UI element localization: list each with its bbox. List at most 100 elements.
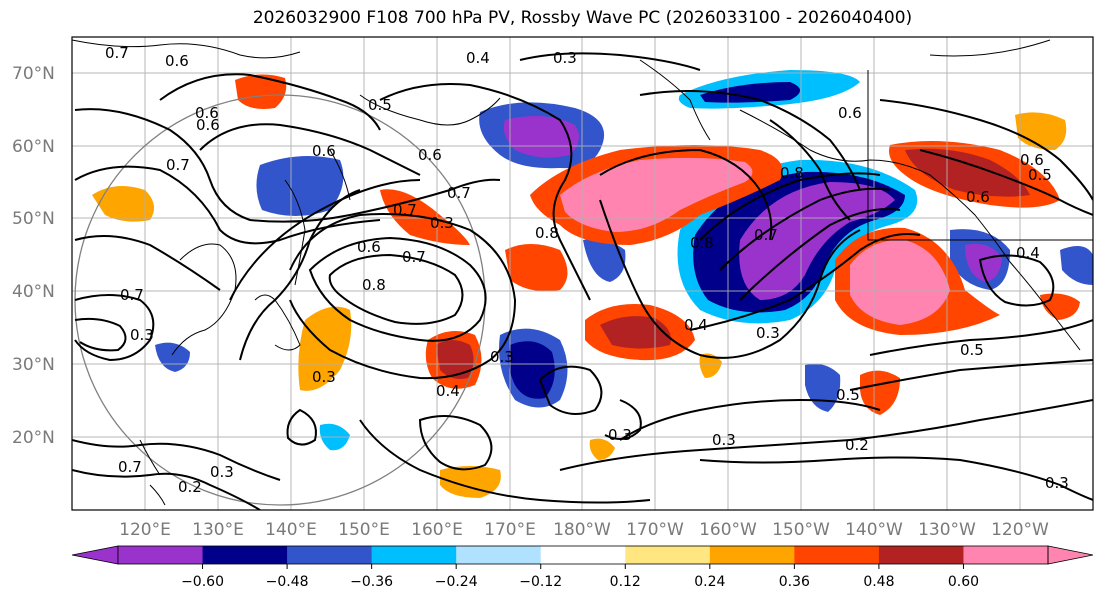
- contour-label: 0.5: [836, 386, 860, 404]
- lon-label: 120°W: [991, 520, 1049, 540]
- colorbar-tick-label: −0.12: [519, 574, 562, 590]
- contour-label: 0.7: [402, 248, 426, 266]
- contour-label: 0.4: [684, 316, 708, 334]
- contour-label: 0.3: [553, 49, 577, 67]
- contour-label: 0.7: [120, 286, 144, 304]
- contour-label: 0.5: [960, 341, 984, 359]
- contour-label: 0.6: [838, 104, 862, 122]
- negative-anomaly-patch: [583, 238, 626, 282]
- positive-anomaly-patch: [505, 244, 568, 292]
- contour-label: 0.6: [1020, 151, 1044, 169]
- contour-label: 0.8: [535, 224, 559, 242]
- lon-label: 170°W: [626, 520, 684, 540]
- colorbar-tick-label: −0.24: [435, 574, 478, 590]
- lon-label: 150°W: [772, 520, 830, 540]
- negative-anomaly-patch: [1060, 246, 1093, 285]
- page-title: 2026032900 F108 700 hPa PV, Rossby Wave …: [252, 8, 913, 28]
- contour-label: 0.3: [430, 214, 454, 232]
- colorbar-tick-label: 0.12: [610, 574, 641, 590]
- map-border: [71, 36, 1094, 511]
- positive-anomaly-core: [905, 148, 1030, 197]
- contour-label: 0.2: [845, 436, 869, 454]
- negative-anomaly-core: [965, 243, 1002, 282]
- positive-anomaly-patch: [589, 438, 615, 460]
- colorbar-tick-label: −0.48: [266, 574, 309, 590]
- negative-anomaly-patch: [155, 342, 190, 372]
- contour-labels: 0.7 0.6 0.4 0.3 0.5 0.6 0.7 0.6 0.6 0.7 …: [105, 44, 1069, 496]
- contour-label: 0.8: [780, 164, 804, 182]
- colorbar-extend-high: [1047, 545, 1094, 565]
- lat-label: 70°N: [12, 64, 55, 84]
- lat-label: 20°N: [12, 428, 55, 448]
- contour-label: 0.6: [966, 188, 990, 206]
- contour-label: 0.5: [368, 96, 392, 114]
- negative-anomaly-core: [508, 341, 555, 399]
- positive-anomaly-core: [560, 157, 753, 232]
- positive-anomaly-core: [600, 316, 671, 349]
- contour-label: 0.4: [466, 49, 490, 67]
- contour-label: 0.7: [754, 226, 778, 244]
- lon-label: 150°E: [338, 520, 390, 540]
- lon-label: 140°E: [265, 520, 317, 540]
- positive-anomaly-core: [436, 340, 474, 379]
- contour-label: 0.7: [105, 44, 129, 62]
- colorbar-tick-label: 0.60: [948, 574, 979, 590]
- contour-label: 0.8: [690, 234, 714, 252]
- lon-label: 140°W: [845, 520, 903, 540]
- pv-contours: [72, 52, 1093, 510]
- lat-label: 50°N: [12, 209, 55, 229]
- positive-anomaly-patch: [1015, 112, 1067, 150]
- colorbar-outline: [117, 545, 1049, 565]
- lon-label: 130°W: [918, 520, 976, 540]
- colorbar-extend-low: [71, 545, 119, 565]
- colorbar-segment: [540, 546, 626, 564]
- colorbar-tick-label: −0.36: [350, 574, 393, 590]
- colorbar-segment: [371, 546, 457, 564]
- colorbar: −0.60 −0.48 −0.36 −0.24 −0.12 0.12 0.24 0.36 0.4…: [71, 545, 1094, 590]
- lat-label: 30°N: [12, 355, 55, 375]
- positive-anomaly-patch: [298, 306, 352, 391]
- lon-label: 160°W: [699, 520, 757, 540]
- positive-anomaly-patch: [235, 74, 287, 109]
- contour-label: 0.6: [196, 116, 220, 134]
- contour-label: 0.4: [1016, 244, 1040, 262]
- contour-label: 0.3: [712, 431, 736, 449]
- contour-label: 0.3: [130, 326, 154, 344]
- contour-label: 0.3: [608, 426, 632, 444]
- negative-anomaly-core: [739, 182, 895, 300]
- contour-label: 0.3: [210, 463, 234, 481]
- contour-label: 0.7: [166, 156, 190, 174]
- colorbar-tick-label: −0.60: [181, 574, 224, 590]
- positive-anomaly-patch: [92, 186, 154, 222]
- positive-anomaly-patch: [699, 353, 722, 378]
- contour-label: 0.6: [195, 104, 219, 122]
- positive-anomaly-patch: [440, 466, 501, 498]
- longitude-labels: 120°E 130°E 140°E 150°E 160°E 170°E 180°…: [119, 520, 1049, 540]
- contour-label: 0.2: [178, 478, 202, 496]
- contour-label: 0.5: [1028, 166, 1052, 184]
- colorbar-segment: [625, 546, 711, 564]
- colorbar-segment: [709, 546, 795, 564]
- negative-anomaly-core: [503, 116, 579, 158]
- contour-label: 0.8: [362, 276, 386, 294]
- latitude-labels: 70°N 60°N 50°N 40°N 30°N 20°N: [12, 64, 55, 448]
- contour-label: 0.3: [1045, 474, 1069, 492]
- contour-label: 0.3: [312, 368, 336, 386]
- positive-anomaly-core: [850, 239, 950, 325]
- contour-label: 0.6: [357, 238, 381, 256]
- lat-label: 60°N: [12, 137, 55, 157]
- lon-label: 160°E: [411, 520, 463, 540]
- contour-label: 0.6: [165, 52, 189, 70]
- lon-label: 130°E: [192, 520, 244, 540]
- contour-label: 0.7: [118, 458, 142, 476]
- colorbar-segment: [878, 546, 964, 564]
- colorbar-segment: [118, 546, 204, 564]
- contour-label: 0.3: [490, 348, 514, 366]
- negative-anomaly-patch: [256, 156, 344, 216]
- contour-label: 0.7: [447, 184, 471, 202]
- colorbar-segment: [202, 546, 288, 564]
- lat-label: 40°N: [12, 282, 55, 302]
- contour-label: 0.7: [393, 201, 417, 219]
- colorbar-tick-label: 0.48: [863, 574, 894, 590]
